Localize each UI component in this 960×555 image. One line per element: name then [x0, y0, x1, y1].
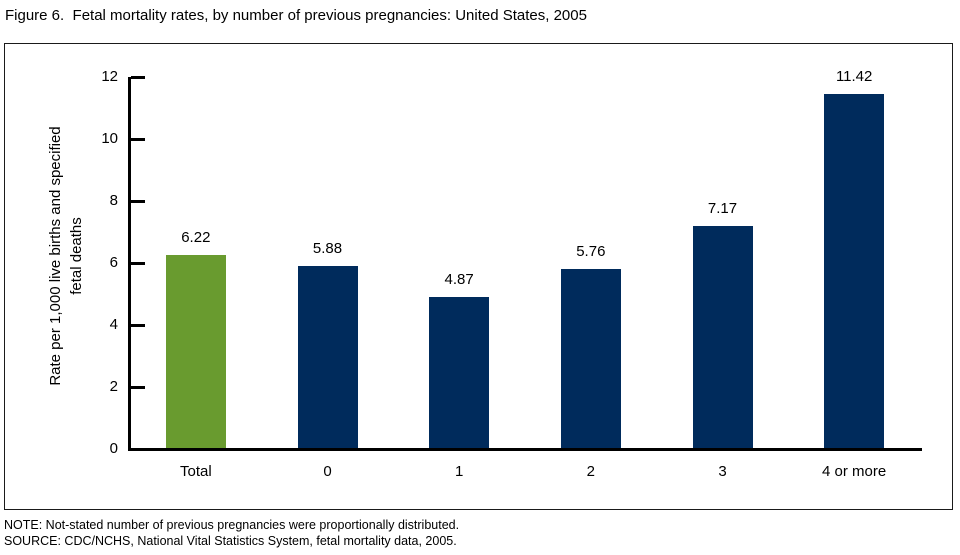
y-tick-mark: [131, 199, 145, 203]
x-tick-label: 3: [718, 463, 727, 480]
y-tick-label: 4: [109, 316, 118, 333]
x-tick-label: 1: [454, 463, 464, 480]
figure-source: SOURCE: CDC/NCHS, National Vital Statist…: [4, 534, 457, 548]
bar-value-label: 5.88: [312, 239, 343, 257]
bar-value-label: 11.42: [835, 67, 873, 85]
bar: [560, 269, 621, 448]
x-tick-label: 0: [323, 463, 332, 480]
y-tick-label: 10: [101, 130, 118, 147]
bar-value-label: 5.76: [576, 243, 606, 261]
y-tick-mark: [131, 75, 145, 79]
x-tick-label: Total: [179, 463, 212, 480]
x-tick-label: 4 or more: [822, 463, 887, 480]
y-tick-label: 6: [109, 254, 118, 271]
y-tick-mark: [131, 261, 145, 265]
y-tick-mark: [131, 137, 145, 141]
y-tick-mark: [131, 323, 145, 327]
bar-value-label: 7.17: [707, 199, 738, 217]
x-tick-label: 2: [586, 463, 595, 480]
figure-note: NOTE: Not-stated number of previous preg…: [4, 518, 460, 532]
y-axis-line: [128, 77, 131, 449]
y-tick-label: 2: [109, 378, 118, 395]
bar: [824, 93, 885, 448]
figure-title: Figure 6. Fetal mortality rates, by numb…: [5, 7, 587, 24]
y-tick-mark: [131, 385, 145, 389]
bar: [165, 255, 226, 448]
bar-value-label: 4.87: [444, 271, 474, 289]
y-tick-label: 0: [109, 440, 118, 457]
bar: [692, 225, 753, 448]
x-axis-line: [128, 448, 922, 451]
y-axis-title-line-1: Rate per 1,000 live births and specified: [47, 126, 64, 386]
bar: [429, 297, 490, 448]
bar: [297, 265, 358, 448]
bar-value-label: 6.22: [181, 229, 211, 247]
y-tick-label: 8: [109, 192, 118, 209]
y-tick-label: 12: [101, 68, 118, 85]
